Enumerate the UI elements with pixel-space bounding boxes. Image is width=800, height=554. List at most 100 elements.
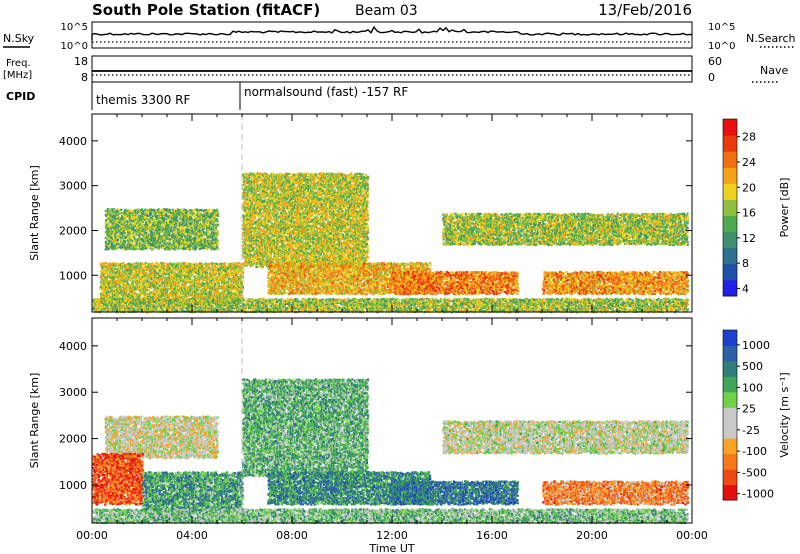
heatmap-cell bbox=[199, 219, 201, 221]
nsky-tick-top: 10^5 bbox=[61, 22, 88, 33]
heatmap-cell bbox=[196, 289, 198, 291]
heatmap-cell bbox=[152, 248, 154, 250]
heatmap-cell bbox=[164, 243, 166, 245]
station-title: South Pole Station (fitACF) bbox=[92, 1, 320, 19]
nsearch-tick-top: 10^5 bbox=[708, 22, 735, 33]
heatmap-cell bbox=[132, 284, 134, 286]
heatmap-cell bbox=[169, 240, 171, 242]
heatmap-cell bbox=[124, 271, 126, 273]
heatmap-cell bbox=[147, 286, 149, 288]
heatmap-cell bbox=[133, 227, 135, 229]
radar-summary-plot: South Pole Station (fitACF) Beam 03 13/F… bbox=[0, 0, 800, 554]
heatmap-cell bbox=[118, 269, 120, 271]
cpid-segment-1: themis 3300 RF bbox=[96, 93, 190, 107]
heatmap-cell bbox=[143, 271, 145, 273]
heatmap-cell bbox=[201, 247, 203, 249]
heatmap-cell bbox=[203, 264, 205, 266]
heatmap-cell bbox=[171, 236, 173, 238]
freq-label: Freq. bbox=[6, 58, 31, 69]
nsky-trace bbox=[92, 27, 692, 40]
heatmap-cell bbox=[188, 242, 190, 244]
nsky-panel: N.Sky 10^5 10^0 10^5 10^0 N.Search bbox=[3, 22, 796, 52]
heatmap-cells bbox=[92, 172, 689, 313]
heatmap-cell bbox=[113, 215, 115, 217]
heatmap-cell bbox=[120, 209, 122, 211]
heatmap-cell bbox=[217, 213, 219, 215]
cpid-panel: CPID themis 3300 RF normalsound (fast) -… bbox=[6, 82, 408, 110]
heatmap-cell bbox=[134, 271, 136, 273]
heatmap-cell bbox=[131, 275, 133, 277]
heatmap-cell bbox=[210, 280, 212, 282]
heatmap-cell bbox=[132, 286, 134, 288]
heatmap-cell bbox=[168, 218, 170, 220]
heatmap-cell bbox=[105, 248, 107, 250]
nsearch-tick-bottom: 10^0 bbox=[708, 41, 735, 52]
date-title: 13/Feb/2016 bbox=[598, 1, 692, 19]
heatmap-cell bbox=[117, 208, 119, 210]
heatmap-cell bbox=[145, 293, 147, 295]
freq-tick-top: 18 bbox=[74, 55, 88, 68]
heatmap-cell bbox=[103, 293, 105, 295]
heatmap-cell bbox=[152, 215, 154, 217]
heatmap-cell bbox=[142, 210, 144, 212]
heatmap-cell bbox=[132, 229, 134, 231]
nsky-label: N.Sky bbox=[3, 32, 35, 45]
heatmap-cell bbox=[165, 288, 167, 290]
heatmap-cell bbox=[187, 210, 189, 212]
heatmap-cell bbox=[105, 272, 107, 274]
heatmap-cell bbox=[150, 294, 152, 296]
heatmap-cell bbox=[158, 233, 160, 235]
heatmap-cell bbox=[118, 267, 120, 269]
heatmap-cell bbox=[191, 274, 193, 276]
cpid-segment-2: normalsound (fast) -157 RF bbox=[244, 85, 408, 99]
heatmap-cell bbox=[217, 211, 219, 213]
heatmap-cell bbox=[203, 296, 205, 298]
heatmap-cell bbox=[159, 273, 161, 275]
heatmap-cell bbox=[111, 289, 113, 291]
heatmap-cell bbox=[125, 224, 127, 226]
heatmap-cell bbox=[216, 246, 218, 248]
heatmap-cell bbox=[108, 225, 110, 227]
heatmap-cell bbox=[181, 236, 183, 238]
heatmap-cell bbox=[186, 286, 188, 288]
heatmap-cell bbox=[122, 221, 124, 223]
heatmap-cell bbox=[115, 223, 117, 225]
heatmap-cell bbox=[129, 210, 131, 212]
freq-panel: Freq. [MHz] 18 8 60 0 Nave bbox=[3, 55, 788, 84]
heatmap-cell bbox=[136, 242, 138, 244]
heatmap-cell bbox=[190, 247, 192, 249]
heatmap-cell bbox=[166, 208, 168, 210]
heatmap-cell bbox=[165, 273, 167, 275]
heatmap-cell bbox=[217, 230, 219, 232]
heatmap-cell bbox=[129, 234, 131, 236]
heatmap-cell bbox=[131, 238, 133, 240]
heatmap-cell bbox=[176, 216, 178, 218]
heatmap-cell bbox=[195, 226, 197, 228]
freq-tick-bottom: 8 bbox=[81, 71, 88, 84]
heatmap-cell bbox=[215, 227, 217, 229]
nsky-tick-bottom: 10^0 bbox=[61, 41, 88, 52]
heatmap-cell bbox=[124, 241, 126, 243]
heatmap-cell bbox=[127, 283, 129, 285]
nsearch-label: N.Search bbox=[746, 32, 796, 45]
heatmap-cell bbox=[172, 233, 174, 235]
heatmap-cell bbox=[140, 284, 142, 286]
heatmap-cell bbox=[131, 277, 133, 279]
heatmap-cell bbox=[147, 293, 149, 295]
heatmap-cell bbox=[126, 293, 128, 295]
heatmap-cell bbox=[216, 248, 218, 250]
heatmap-cell bbox=[193, 209, 195, 211]
heatmap-cell bbox=[111, 234, 113, 236]
heatmap-cell bbox=[188, 266, 190, 268]
heatmap-cell bbox=[208, 232, 210, 234]
heatmap-cell bbox=[122, 234, 124, 236]
heatmap-cell bbox=[176, 219, 178, 221]
heatmap-cell bbox=[139, 216, 141, 218]
heatmap-cell bbox=[161, 295, 163, 297]
heatmap-cell bbox=[161, 209, 163, 211]
heatmap-cell bbox=[103, 270, 105, 272]
heatmap-cell bbox=[113, 278, 115, 280]
heatmap-cell bbox=[163, 262, 165, 264]
heatmap-cell bbox=[202, 291, 204, 293]
heatmap-cell bbox=[178, 275, 180, 277]
